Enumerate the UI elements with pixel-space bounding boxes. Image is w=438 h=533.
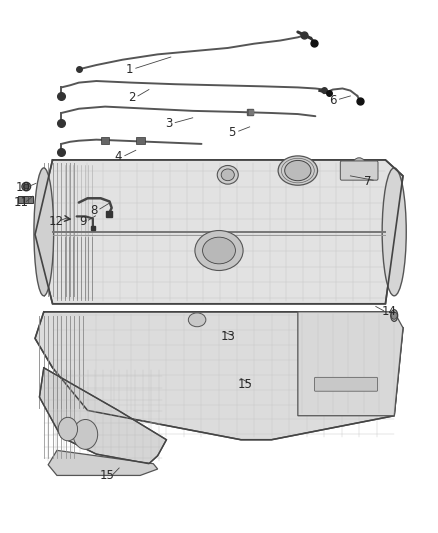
- FancyBboxPatch shape: [340, 161, 378, 180]
- Text: 15: 15: [100, 469, 115, 482]
- Text: 12: 12: [49, 215, 64, 228]
- Ellipse shape: [391, 310, 398, 321]
- Ellipse shape: [202, 237, 236, 264]
- Text: 11: 11: [14, 196, 28, 209]
- FancyBboxPatch shape: [314, 377, 378, 391]
- Polygon shape: [39, 368, 166, 464]
- Circle shape: [58, 417, 78, 441]
- Ellipse shape: [382, 168, 406, 296]
- Ellipse shape: [34, 168, 53, 296]
- Ellipse shape: [217, 165, 238, 184]
- Polygon shape: [298, 312, 403, 416]
- Ellipse shape: [285, 160, 311, 181]
- Text: 6: 6: [329, 94, 337, 107]
- Text: 2: 2: [127, 91, 135, 103]
- Text: 10: 10: [15, 181, 30, 194]
- Ellipse shape: [24, 184, 28, 189]
- Text: 9: 9: [79, 215, 87, 228]
- Ellipse shape: [22, 182, 31, 191]
- Bar: [18, 196, 33, 203]
- Polygon shape: [35, 160, 403, 304]
- Text: 3: 3: [165, 117, 172, 130]
- Text: 13: 13: [220, 330, 235, 343]
- Circle shape: [365, 161, 375, 174]
- Polygon shape: [48, 450, 158, 475]
- Text: 1: 1: [125, 63, 133, 76]
- Text: 15: 15: [238, 378, 253, 391]
- Text: 4: 4: [114, 150, 122, 163]
- Bar: [101, 137, 110, 144]
- Circle shape: [352, 158, 366, 175]
- Ellipse shape: [278, 156, 318, 185]
- Circle shape: [73, 419, 98, 449]
- Ellipse shape: [195, 230, 243, 271]
- Text: 7: 7: [364, 175, 372, 188]
- Ellipse shape: [221, 169, 234, 181]
- Text: 8: 8: [91, 204, 98, 216]
- Text: 14: 14: [381, 305, 396, 318]
- Text: 5: 5: [229, 126, 236, 139]
- Circle shape: [391, 312, 397, 319]
- Bar: [136, 137, 145, 144]
- Ellipse shape: [188, 313, 206, 327]
- Polygon shape: [35, 312, 403, 440]
